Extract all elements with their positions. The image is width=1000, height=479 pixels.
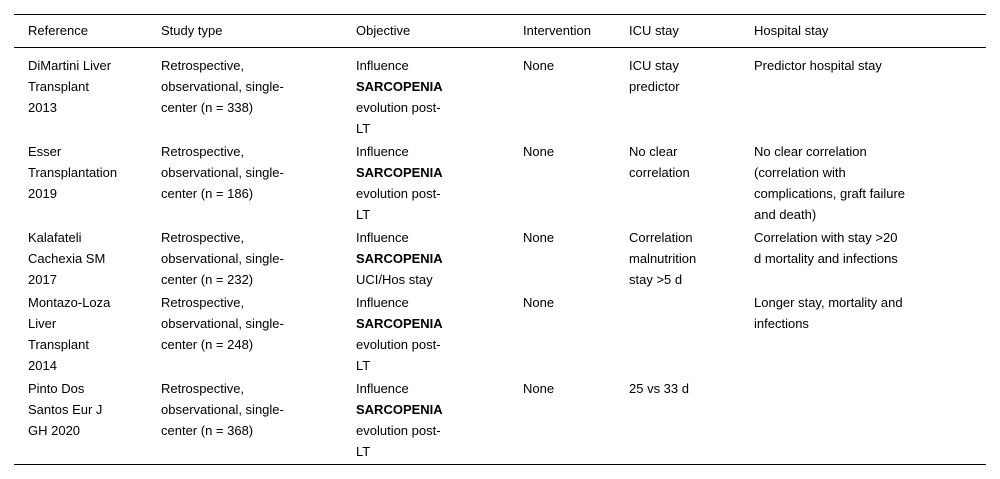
reference-cell: Montazo-Loza Liver Transplant 2014 — [28, 295, 111, 373]
objective-bold-text: SARCOPENIA — [356, 316, 443, 331]
reference-cell: Kalafateli Cachexia SM 2017 — [28, 230, 106, 287]
objective-cell: Influence SARCOPENIA evolution post- LT — [356, 48, 523, 142]
objective-cell: Influence SARCOPENIA UCI/Hos stay — [356, 227, 523, 292]
icu-stay-cell: Correlation malnutrition stay >5 d — [629, 230, 697, 287]
objective-text: Influence — [356, 144, 409, 159]
objective-bold-text: SARCOPENIA — [356, 402, 443, 417]
hospital-stay-cell: Correlation with stay >20 d mortality an… — [754, 230, 898, 266]
objective-text: evolution post- LT — [356, 337, 441, 373]
icu-stay-cell: 25 vs 33 d — [629, 381, 689, 396]
intervention-cell: None — [523, 230, 555, 245]
header-hospital-stay: Hospital stay — [754, 14, 986, 48]
reference-cell: DiMartini Liver Transplant 2013 — [28, 58, 112, 115]
objective-bold-text: SARCOPENIA — [356, 79, 443, 94]
study-type-cell: Retrospective, observational, single- ce… — [161, 295, 284, 352]
objective-text: UCI/Hos stay — [356, 272, 433, 287]
icu-stay-cell — [629, 292, 754, 378]
hospital-stay-cell: Predictor hospital stay — [754, 58, 882, 73]
icu-stay-cell: ICU stay predictor — [629, 58, 680, 94]
header-intervention: Intervention — [523, 14, 629, 48]
header-study-type: Study type — [161, 14, 356, 48]
objective-bold-text: SARCOPENIA — [356, 165, 443, 180]
reference-cell: Esser Transplantation 2019 — [28, 144, 118, 201]
objective-text: Influence — [356, 295, 409, 310]
icu-stay-cell: No clear correlation — [629, 144, 690, 180]
header-icu-stay: ICU stay — [629, 14, 754, 48]
hospital-stay-cell — [754, 378, 986, 465]
header-row: Reference Study type Objective Intervent… — [14, 14, 986, 48]
intervention-cell: None — [523, 58, 555, 73]
intervention-cell: None — [523, 144, 555, 159]
table-row: Esser Transplantation 2019 Retrospective… — [14, 141, 986, 227]
table-row: Montazo-Loza Liver Transplant 2014 Retro… — [14, 292, 986, 378]
table-row: Pinto Dos Santos Eur J GH 2020 Retrospec… — [14, 378, 986, 465]
table-body: DiMartini Liver Transplant 2013 Retrospe… — [14, 48, 986, 465]
objective-cell: Influence SARCOPENIA evolution post- LT — [356, 141, 523, 227]
table-row: Kalafateli Cachexia SM 2017 Retrospectiv… — [14, 227, 986, 292]
study-type-cell: Retrospective, observational, single- ce… — [161, 230, 284, 287]
objective-text: evolution post- LT — [356, 423, 441, 459]
reference-cell: Pinto Dos Santos Eur J GH 2020 — [28, 381, 103, 438]
header-reference: Reference — [14, 14, 161, 48]
header-objective: Objective — [356, 14, 523, 48]
table-row: DiMartini Liver Transplant 2013 Retrospe… — [14, 48, 986, 142]
objective-text: evolution post- LT — [356, 186, 441, 222]
objective-cell: Influence SARCOPENIA evolution post- LT — [356, 378, 523, 465]
intervention-cell: None — [523, 381, 555, 396]
objective-text: Influence — [356, 381, 409, 396]
objective-bold-text: SARCOPENIA — [356, 251, 443, 266]
study-type-cell: Retrospective, observational, single- ce… — [161, 58, 284, 115]
objective-text: Influence — [356, 58, 409, 73]
hospital-stay-cell: No clear correlation (correlation with c… — [754, 144, 906, 222]
studies-table: Reference Study type Objective Intervent… — [14, 14, 986, 465]
study-type-cell: Retrospective, observational, single- ce… — [161, 144, 284, 201]
intervention-cell: None — [523, 295, 555, 310]
objective-text: Influence — [356, 230, 409, 245]
hospital-stay-cell: Longer stay, mortality and infections — [754, 295, 903, 331]
objective-text: evolution post- LT — [356, 100, 441, 136]
study-type-cell: Retrospective, observational, single- ce… — [161, 381, 284, 438]
table-header: Reference Study type Objective Intervent… — [14, 14, 986, 48]
objective-cell: Influence SARCOPENIA evolution post- LT — [356, 292, 523, 378]
